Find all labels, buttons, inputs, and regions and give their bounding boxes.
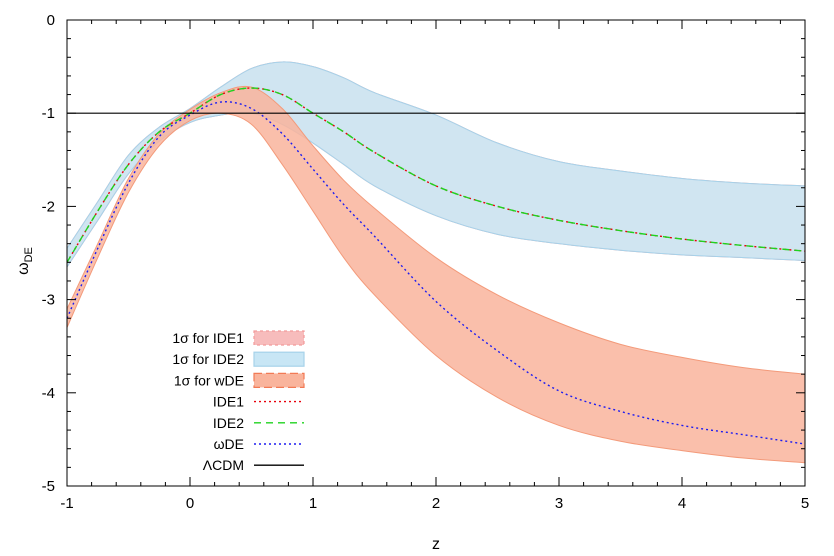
- legend-label: 1σ for wDE: [174, 372, 244, 388]
- y-tick-label: -1: [42, 105, 55, 122]
- x-tick-label: 0: [186, 495, 194, 512]
- series-line--de: [66, 101, 806, 445]
- legend-label: IDE1: [213, 394, 244, 410]
- x-tick-label: 3: [555, 495, 563, 512]
- y-tick-label: -3: [42, 292, 55, 309]
- confidence-bands: [66, 61, 806, 464]
- legend-label: ΛCDM: [203, 457, 244, 473]
- legend: 1σ for IDE1 1σ for IDE2 1σ for wDE IDE1 IDE2…: [172, 330, 305, 473]
- series-line-ide2: [66, 87, 806, 263]
- x-tick-label: 1: [309, 495, 317, 512]
- legend-label: IDE2: [213, 415, 244, 431]
- legend-swatch: [253, 330, 305, 346]
- y-tick-label: -5: [42, 478, 55, 495]
- y-axis-title: ωDE: [15, 247, 35, 275]
- y-tick-label: -4: [42, 385, 55, 402]
- x-tick-label: 5: [801, 495, 809, 512]
- y-tick-label: 0: [47, 12, 55, 29]
- x-tick-label: -1: [60, 495, 73, 512]
- x-tick-label: 2: [432, 495, 440, 512]
- tick-labels: -1 0 1 2 3 4 5 0 -1 -2 -3 -4 -5: [42, 12, 810, 512]
- y-tick-label: -2: [42, 198, 55, 215]
- x-axis-title: z: [432, 536, 440, 553]
- x-tick-label: 4: [678, 495, 686, 512]
- legend-label: 1σ for IDE1: [172, 330, 244, 346]
- series-lines: [66, 87, 806, 445]
- band-1-for-ide2: [66, 61, 806, 269]
- y-axis-title-main: ω: [15, 262, 32, 275]
- y-axis-title-sub: DE: [23, 247, 35, 262]
- legend-label: 1σ for IDE2: [172, 351, 244, 367]
- legend-swatch: [253, 372, 305, 388]
- axis-ticks: [66, 19, 806, 487]
- legend-swatch: [253, 351, 305, 367]
- legend-label: ωDE: [214, 436, 244, 452]
